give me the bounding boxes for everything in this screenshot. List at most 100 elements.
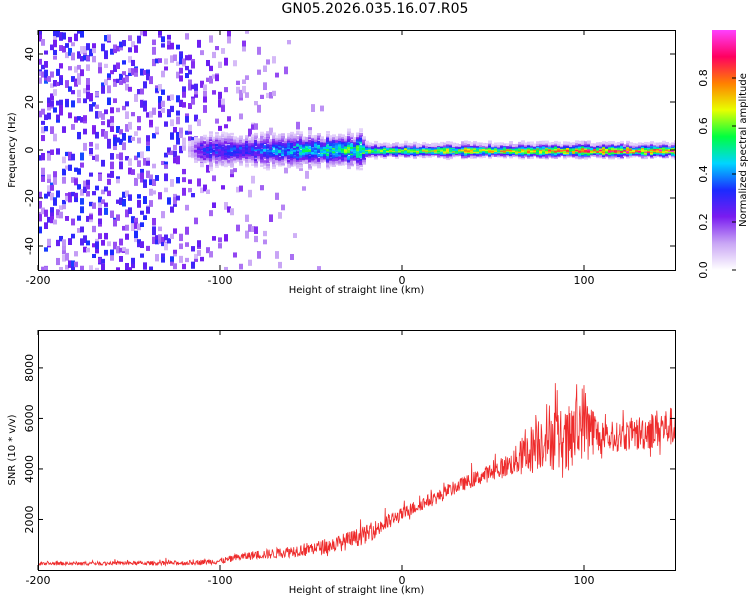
heatmap-cell: [347, 139, 351, 143]
heatmap-cell: [671, 142, 675, 145]
heatmap-cell: [44, 193, 48, 199]
heatmap-cell: [665, 144, 669, 148]
heatmap-y-tick-label: 20: [23, 95, 36, 109]
heatmap-cell: [545, 140, 549, 144]
heatmap-cell: [572, 154, 576, 157]
heatmap-cell: [248, 153, 252, 157]
heatmap-cell: [443, 148, 447, 152]
heatmap-cell: [608, 142, 612, 146]
heatmap-cell: [533, 149, 537, 153]
heatmap-cell: [380, 149, 384, 153]
heatmap-cell: [653, 142, 657, 146]
heatmap-cell: [38, 155, 42, 161]
heatmap-cell: [338, 163, 342, 166]
heatmap-cell: [260, 148, 264, 152]
heatmap-cell: [200, 150, 204, 154]
heatmap-cell: [263, 239, 267, 245]
heatmap-cell: [326, 130, 330, 134]
snr-x-tick-label: -100: [208, 574, 233, 587]
heatmap-cell: [212, 149, 216, 152]
heatmap-cell: [248, 128, 252, 137]
heatmap-cell: [671, 145, 675, 149]
heatmap-cell: [239, 156, 243, 160]
heatmap-cell: [314, 151, 318, 155]
heatmap-cell: [251, 159, 255, 163]
heatmap-cell: [74, 116, 78, 123]
heatmap-cell: [143, 81, 147, 89]
heatmap-cell: [317, 145, 321, 148]
heatmap-cell: [167, 40, 171, 45]
heatmap-cell: [218, 154, 222, 157]
heatmap-cell: [248, 150, 252, 154]
heatmap-cell: [251, 136, 255, 140]
heatmap-cell: [197, 138, 201, 141]
heatmap-cell: [302, 146, 306, 150]
heatmap-cell: [491, 146, 495, 150]
heatmap-cell: [50, 100, 54, 107]
heatmap-cell: [272, 161, 276, 164]
heatmap-cell: [359, 132, 363, 136]
heatmap-cell: [200, 148, 204, 151]
heatmap-cell: [335, 160, 339, 164]
heatmap-cell: [53, 80, 57, 87]
heatmap-cell: [227, 156, 231, 160]
heatmap-cell: [185, 257, 189, 263]
heatmap-cell: [200, 187, 204, 194]
heatmap-cell: [554, 140, 558, 144]
heatmap-cell: [464, 142, 468, 145]
heatmap-cell: [605, 141, 609, 145]
heatmap-cell: [356, 167, 360, 171]
heatmap-cell: [269, 92, 273, 99]
heatmap-cell: [665, 155, 669, 159]
heatmap-cell: [86, 215, 90, 222]
heatmap-cell: [164, 152, 168, 158]
heatmap-cell: [233, 141, 237, 145]
heatmap-cell: [242, 149, 246, 152]
heatmap-cell: [344, 158, 348, 162]
heatmap-cell: [209, 136, 213, 140]
heatmap-cell: [245, 30, 249, 34]
heatmap-cell: [311, 141, 315, 144]
heatmap-cell: [236, 141, 240, 145]
heatmap-cell: [179, 255, 183, 263]
heatmap-cell: [110, 153, 114, 160]
heatmap-cell: [440, 141, 444, 145]
heatmap-cell: [455, 145, 459, 149]
heatmap-cell: [239, 135, 243, 139]
heatmap-cell: [296, 144, 300, 147]
heatmap-cell: [224, 158, 228, 162]
heatmap-cell: [431, 154, 435, 157]
snr-x-axis-label: Height of straight line (km): [289, 585, 425, 596]
heatmap-cell: [245, 154, 249, 158]
heatmap-cell: [362, 139, 366, 143]
heatmap-cell: [179, 243, 183, 250]
heatmap-cell: [62, 176, 66, 184]
heatmap-cell: [311, 147, 315, 151]
heatmap-cell: [608, 150, 612, 153]
heatmap-cell: [59, 63, 63, 69]
heatmap-cell: [101, 86, 105, 94]
heatmap-cell: [386, 148, 390, 152]
heatmap-cell: [251, 148, 255, 151]
heatmap-cell: [95, 238, 99, 244]
heatmap-cell: [314, 153, 318, 157]
heatmap-cell: [536, 152, 540, 155]
heatmap-cell: [632, 143, 636, 146]
heatmap-cell: [62, 126, 66, 133]
heatmap-cell: [539, 140, 543, 144]
heatmap-cell: [74, 192, 78, 198]
heatmap-cell: [407, 147, 411, 150]
heatmap-cell: [167, 109, 171, 116]
heatmap-cell: [209, 210, 213, 217]
heatmap-cell: [269, 214, 273, 222]
heatmap-cell: [353, 146, 357, 150]
heatmap-cell: [140, 151, 144, 159]
heatmap-cell: [521, 142, 525, 145]
heatmap-cell: [206, 144, 210, 148]
heatmap-cell: [104, 249, 108, 255]
heatmap-cell: [74, 66, 78, 73]
heatmap-cell: [299, 139, 303, 143]
heatmap-cell: [131, 223, 135, 232]
heatmap-cell: [269, 138, 273, 142]
heatmap-cell: [71, 218, 75, 226]
